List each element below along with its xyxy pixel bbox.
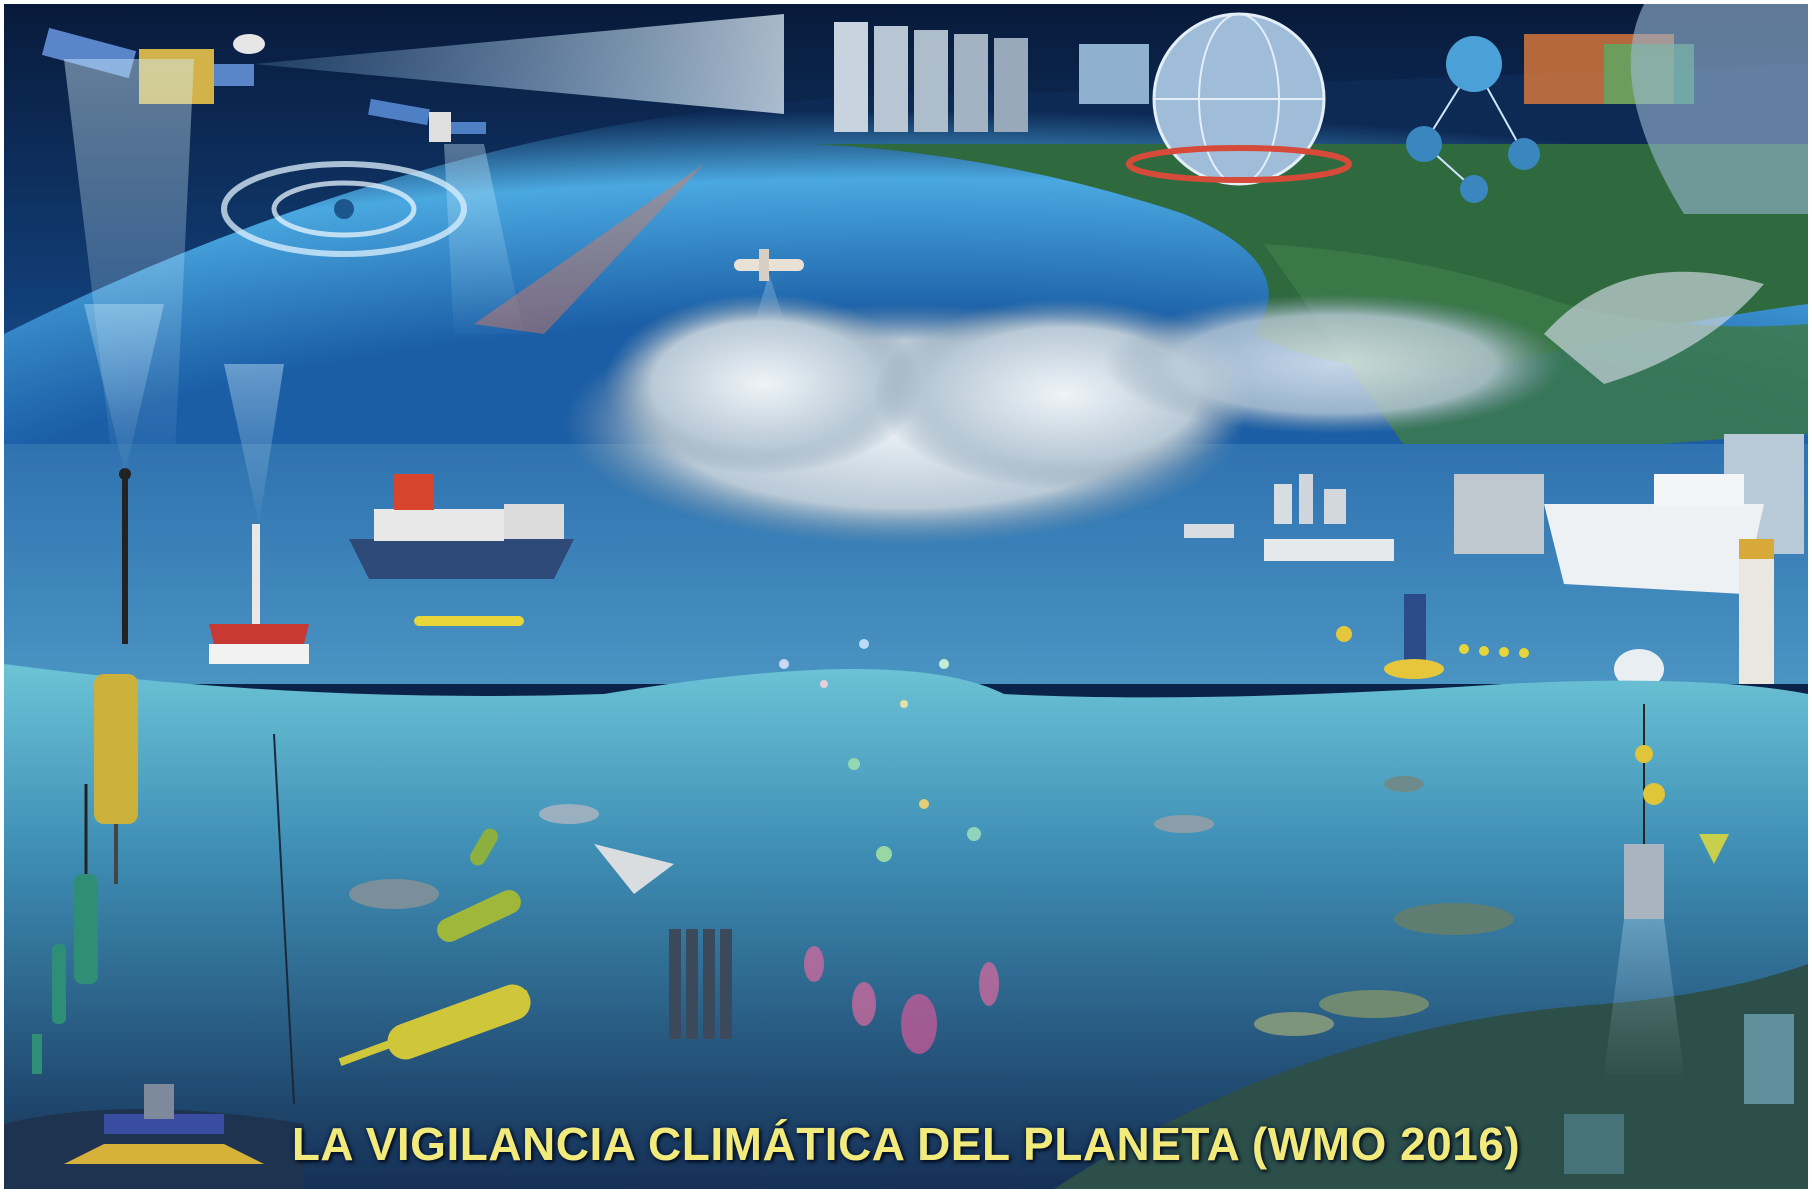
coral-structures	[1564, 1014, 1794, 1174]
storm-cloud	[564, 294, 1564, 544]
underwater-glider-large	[338, 984, 531, 1066]
research-vessel	[349, 474, 574, 579]
yellow-glider-surface	[414, 616, 524, 626]
research-aircraft	[734, 249, 804, 281]
climate-observation-scene	[4, 4, 1808, 1189]
buoy-signal-beam	[224, 364, 284, 524]
plankton-particles	[779, 639, 981, 862]
spar-buoy	[1336, 594, 1444, 679]
satellite-scan-beam-right	[444, 144, 524, 334]
data-stream-beam	[254, 14, 784, 114]
ctd-rosette	[1624, 704, 1664, 919]
underwater-glider-mid	[437, 890, 521, 942]
smoke-plume	[1544, 271, 1764, 384]
mooring-line	[273, 733, 295, 1105]
seabed-lander	[64, 1084, 264, 1164]
fish-school	[349, 776, 1514, 1036]
illustration-frame: LA VIGILANCIA CLIMÁTICA DEL PLANETA (WMO…	[4, 4, 1808, 1189]
mooring-floats-right	[1635, 745, 1729, 864]
manta-ray	[594, 844, 674, 894]
moored-buoy	[209, 524, 309, 664]
poster-caption: LA VIGILANCIA CLIMÁTICA DEL PLANETA (WMO…	[291, 1118, 1521, 1170]
globe-grid-corner	[1630, 4, 1808, 214]
supercomputer-racks	[834, 22, 1149, 132]
satellite-scan-beam-left	[64, 59, 194, 474]
harbor-boats	[1184, 524, 1394, 561]
lighthouse-tower	[1739, 539, 1774, 684]
ctd-sonar-beam	[1604, 919, 1684, 1074]
sediment-traps	[669, 929, 732, 1039]
data-globe	[1126, 12, 1352, 186]
small-sensor-float	[32, 944, 66, 1074]
mast-signal-beam	[84, 304, 164, 474]
jellyfish	[804, 946, 999, 1054]
radar-swath	[474, 164, 704, 334]
float-line	[1459, 644, 1529, 658]
underwater-glider-small	[470, 828, 498, 866]
argo-float-deep	[74, 784, 98, 984]
profiling-float	[94, 674, 138, 884]
satellite-small	[368, 98, 486, 142]
cargo-ship	[1544, 474, 1764, 594]
